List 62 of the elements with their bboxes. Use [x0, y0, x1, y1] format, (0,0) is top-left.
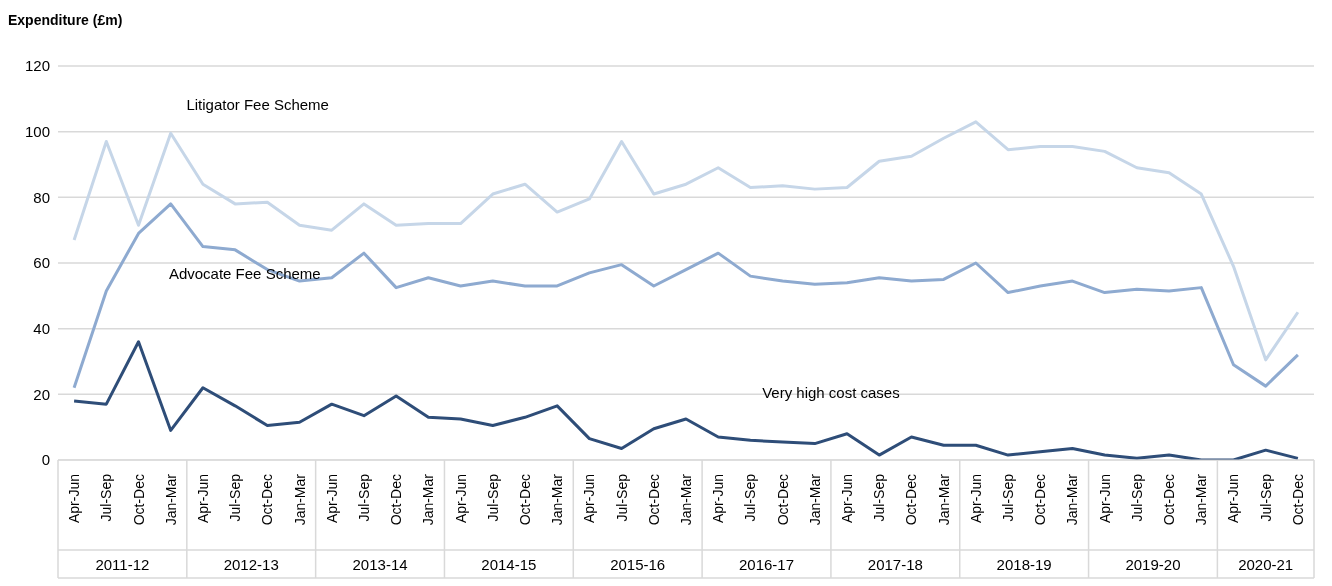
x-tick-label: Jul-Sep: [1000, 473, 1017, 522]
y-tick-label: 100: [24, 122, 50, 140]
text: 2013-14: [352, 556, 408, 573]
x-tick-label: Oct-Dec: [645, 474, 662, 526]
x-tick-label: Apr-Jun: [710, 474, 727, 524]
x-tick-label: Oct-Dec: [388, 474, 405, 526]
x-tick-label: Oct-Dec: [1032, 474, 1049, 526]
x-tick-label: Jan-Mar: [291, 473, 308, 526]
x-tick-label: Jul-Sep: [1128, 473, 1145, 522]
x-tick-label: Apr-Jun: [194, 474, 211, 524]
line-series: [72, 120, 1300, 362]
y-tick-label: 40: [33, 319, 50, 337]
text: Very high cost cases: [762, 384, 900, 402]
x-tick-label: Apr-Jun: [1096, 474, 1113, 524]
text: 2011-12: [95, 556, 150, 573]
x-tick-label: Oct-Dec: [130, 474, 147, 526]
x-tick-label: Oct-Dec: [774, 474, 791, 526]
text: 2012-13: [223, 556, 279, 573]
text: 2020-21: [1238, 556, 1294, 573]
x-tick-label: Jan-Mar: [678, 473, 694, 526]
x-tick-label: Jan-Mar: [549, 473, 566, 526]
y-tick-label: 120: [24, 57, 50, 75]
y-tick-label: 0: [41, 451, 50, 469]
x-tick-label: Oct-Dec: [1161, 474, 1178, 526]
x-tick-label: Oct-Dec: [259, 474, 276, 526]
y-axis-title: Expenditure (£m): [8, 12, 123, 28]
series-label: Litigator Fee Scheme: [186, 96, 329, 114]
y-tick-label: 80: [33, 188, 50, 206]
x-tick-label: Jul-Sep: [227, 473, 244, 522]
x-tick-label: Jul-Sep: [742, 473, 759, 522]
x-tick-label: Apr-Jun: [323, 474, 340, 524]
text: 2018-19: [996, 556, 1052, 573]
x-tick-label: Oct-Dec: [516, 474, 533, 526]
x-tick-label: Apr-Jun: [839, 474, 856, 524]
x-tick-label: Apr-Jun: [1225, 474, 1242, 524]
x-tick-label: Jan-Mar: [1193, 473, 1210, 526]
text: 2017-18: [867, 556, 923, 573]
x-tick-label: Jan-Mar: [1064, 473, 1081, 526]
line-series: [72, 340, 1300, 460]
series-label: Advocate Fee Scheme: [168, 265, 321, 283]
x-tick-label: Jan-Mar: [162, 473, 179, 526]
y-tick-label: 20: [33, 385, 50, 403]
x-tick-label: Oct-Dec: [903, 474, 920, 526]
x-tick-label: Jul-Sep: [613, 473, 630, 522]
x-tick-label: Apr-Jun: [66, 474, 83, 524]
x-tick-label: Jan-Mar: [420, 473, 437, 526]
x-tick-label: Apr-Jun: [967, 474, 984, 524]
text: 2014-15: [481, 556, 537, 573]
text: 2015-16: [610, 556, 666, 573]
text: 2016-17: [738, 556, 795, 573]
x-tick-label: Jul-Sep: [355, 473, 372, 522]
x-tick-label: Jul-Sep: [98, 473, 115, 522]
x-tick-label: Apr-Jun: [581, 474, 598, 524]
x-tick-label: Apr-Jun: [452, 474, 469, 524]
text: 2019-20: [1125, 556, 1181, 573]
x-tick-label: Jul-Sep: [871, 473, 888, 522]
x-tick-label: Oct-Dec: [1289, 474, 1306, 526]
x-tick-label: Jan-Mar: [806, 473, 823, 526]
x-tick-label: Jan-Mar: [935, 473, 952, 526]
x-tick-label: Jul-Sep: [484, 473, 501, 522]
x-tick-label: Jul-Sep: [1257, 473, 1274, 522]
y-tick-label: 60: [33, 254, 50, 272]
